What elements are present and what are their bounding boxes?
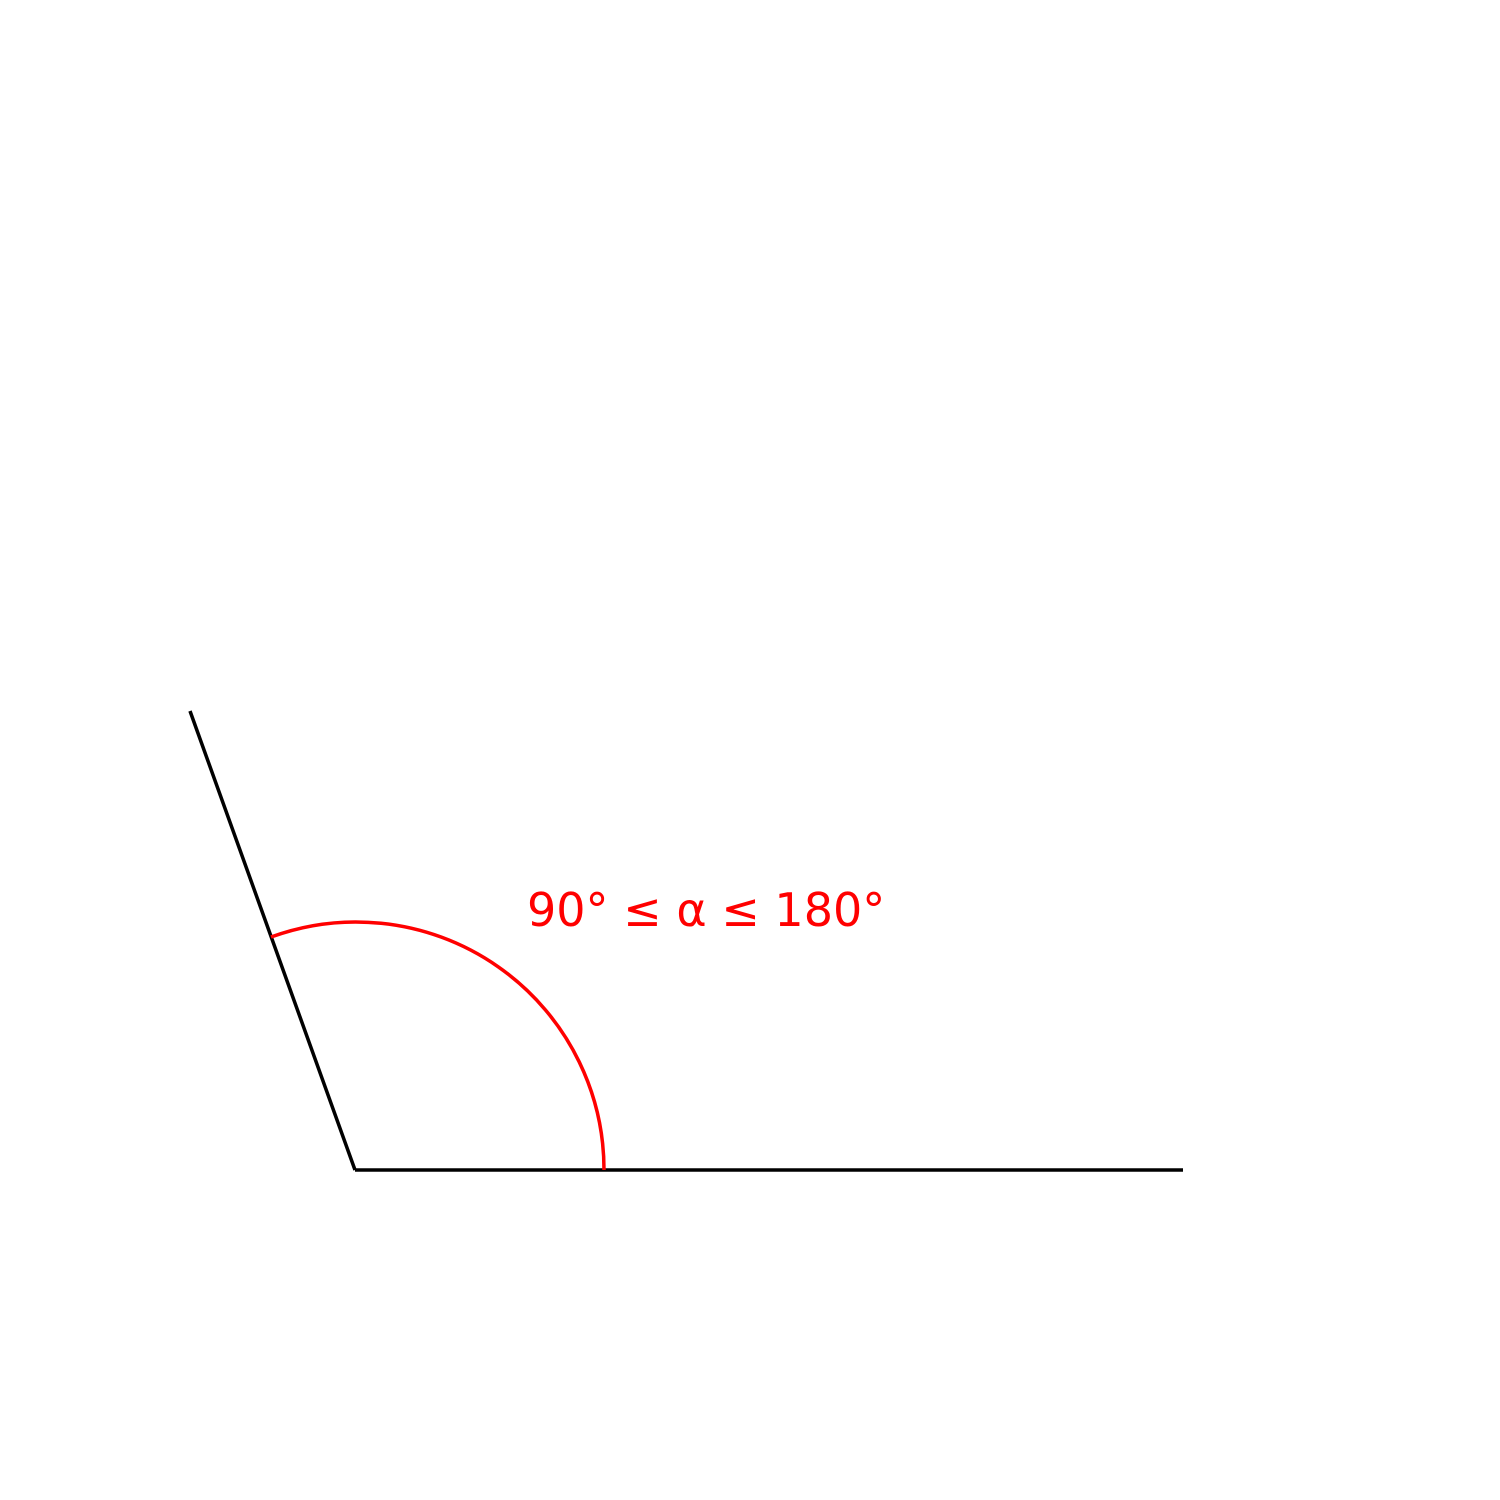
angle-label: 90° ≤ α ≤ 180° <box>527 883 885 937</box>
angle-arc <box>270 920 606 1171</box>
slanted-ray <box>188 710 357 1171</box>
